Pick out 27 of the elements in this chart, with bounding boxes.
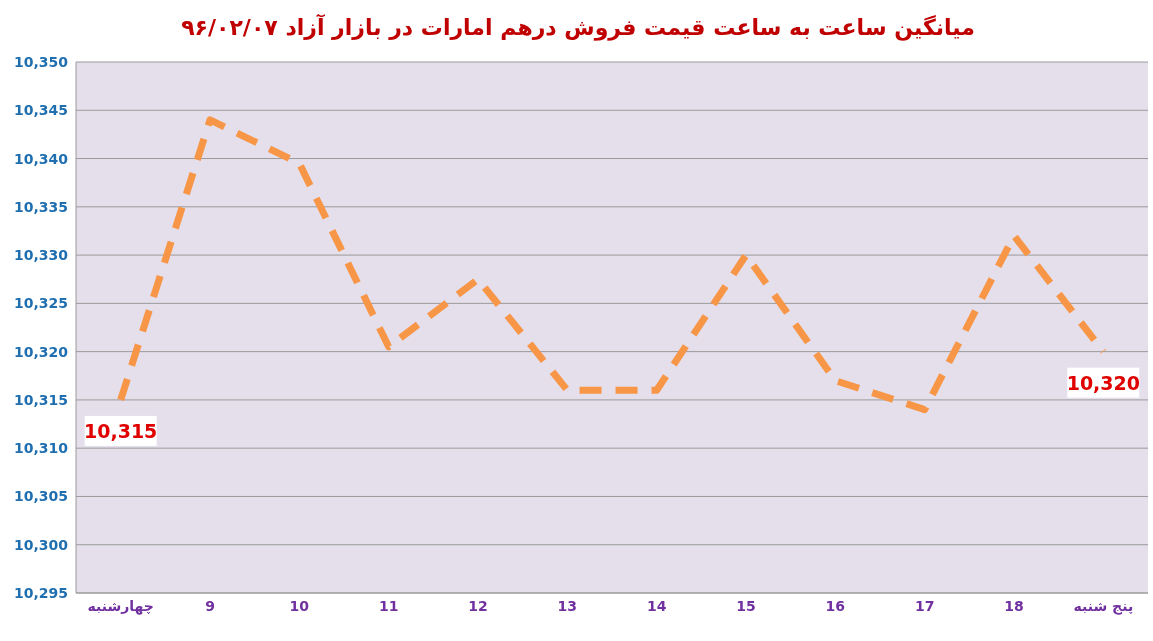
y-tick-label: 10,305: [13, 488, 68, 505]
chart-title: میانگین ساعت به ساعت قیمت فروش درهم امارات در بازار آزاد ۹۶/۰۲/۰۷: [180, 13, 976, 43]
annotation: 10,320: [1066, 371, 1140, 394]
x-tick-label: 17: [914, 597, 935, 614]
x-tick-label: 16: [825, 597, 846, 614]
y-tick-label: 10,335: [13, 198, 68, 215]
y-tick-label: 10,325: [13, 295, 68, 312]
x-tick-label: 12: [468, 597, 488, 614]
x-tick-label: 15: [736, 597, 756, 614]
x-tick-label: 9: [205, 597, 215, 614]
x-tick-label: پنج شنبه: [1073, 597, 1134, 615]
y-tick-label: 10,330: [13, 247, 69, 264]
x-tick-label: چهارشنبه: [87, 597, 154, 615]
y-tick-label: 10,350: [13, 53, 69, 70]
y-tick-label: 10,295: [13, 584, 68, 601]
annotation: 10,315: [84, 419, 158, 442]
y-tick-label: 10,315: [13, 391, 68, 408]
x-tick-label: 13: [557, 597, 578, 614]
x-tick-label: 11: [378, 597, 399, 614]
y-tick-label: 10,340: [13, 150, 69, 167]
y-tick-label: 10,345: [13, 102, 68, 119]
y-tick-label: 10,310: [13, 440, 69, 457]
x-tick-label: 14: [646, 597, 667, 614]
x-tick-label: 10: [289, 597, 310, 614]
y-tick-label: 10,320: [13, 343, 69, 360]
x-tick-label: 18: [1004, 597, 1024, 614]
y-tick-label: 10,300: [13, 536, 69, 553]
